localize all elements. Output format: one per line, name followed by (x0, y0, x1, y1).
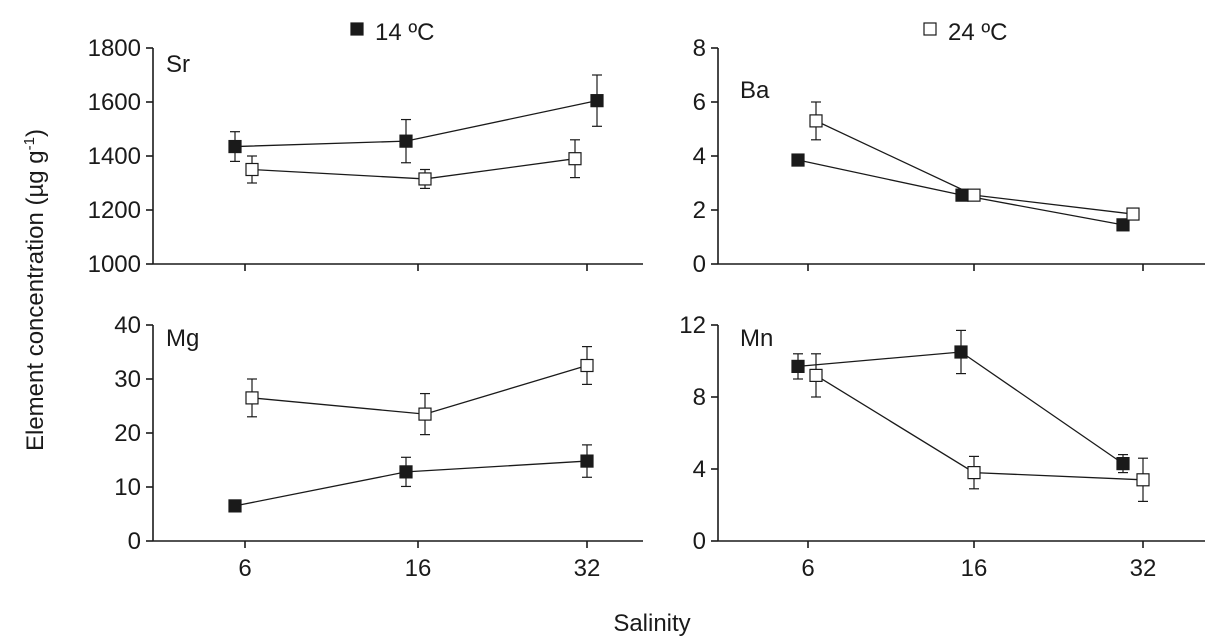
mg-x-tick-label: 16 (405, 555, 432, 582)
sr-point-14c (228, 139, 242, 154)
ba-point-24c (809, 114, 823, 128)
sr-point-24c (568, 152, 582, 166)
mg-y-tick-label: 0 (128, 528, 141, 555)
mn-y-tick-label: 12 (679, 312, 706, 339)
mg-point-14c (228, 499, 242, 513)
ba-point-24c (967, 188, 981, 202)
sr-series-line-14c (234, 100, 598, 148)
sr-y-tick-label: 1600 (88, 89, 141, 116)
mn-y-tick-label: 0 (693, 528, 706, 555)
ba-y-tick-label: 8 (693, 35, 706, 62)
mn-x-tick-label: 16 (961, 555, 988, 582)
mn-x-tick-label: 32 (1130, 555, 1157, 582)
legend-marker-24c (923, 22, 937, 36)
panel-mn: 0 4 8 12 6 16 32 Mn (679, 312, 1205, 582)
y-axis-title-sup: -1 (21, 137, 38, 150)
ba-y-tick-label: 4 (693, 143, 706, 170)
legend-label-14c: 14 ºC (375, 19, 434, 46)
legend-marker-14c (350, 22, 364, 36)
mg-point-14c (399, 465, 413, 479)
ba-point-24c (1126, 207, 1140, 221)
mg-y-tick-label: 40 (114, 312, 141, 339)
y-axis-title-close: ) (22, 129, 49, 137)
mn-series-line-24c (815, 374, 1144, 481)
mn-panel-label: Mn (740, 325, 773, 352)
mg-point-24c (580, 358, 594, 373)
panel-sr: 1000 1200 1400 1600 1800 Sr (88, 35, 643, 278)
legend: 14 ºC 24 ºC (350, 19, 1007, 46)
sr-point-24c (245, 162, 259, 177)
mn-x-tick-label: 6 (801, 555, 814, 582)
panel-ba: 0 2 4 6 8 Ba (693, 35, 1205, 278)
mg-x-tick-label: 6 (238, 555, 251, 582)
mn-point-24c (809, 368, 823, 382)
sr-y-tick-label: 1400 (88, 143, 141, 170)
ba-y-tick-label: 0 (693, 251, 706, 278)
mn-y-tick-label: 4 (693, 456, 706, 483)
mg-series-line-24c (251, 364, 588, 415)
ba-point-14c (1116, 218, 1130, 232)
mn-point-14c (954, 345, 968, 359)
mn-point-14c (1116, 457, 1130, 471)
panel-mg: 0 10 20 30 40 6 16 32 Mg (114, 312, 643, 582)
sr-point-24c (418, 172, 432, 186)
ba-y-tick-label: 6 (693, 89, 706, 116)
sr-point-14c (399, 134, 413, 148)
mg-point-24c (245, 391, 259, 405)
x-axis-title: Salinity (613, 610, 690, 637)
mn-point-24c (1136, 473, 1150, 487)
ba-panel-label: Ba (740, 77, 770, 104)
sr-y-tick-label: 1800 (88, 35, 141, 62)
mn-y-tick-label: 8 (693, 384, 706, 411)
sr-y-tick-label: 1200 (88, 197, 141, 224)
y-axis-title: Element concentration (µg g-1) (21, 129, 49, 451)
legend-label-24c: 24 ºC (948, 19, 1007, 46)
sr-panel-label: Sr (166, 51, 190, 78)
ba-point-14c (791, 153, 805, 167)
mg-point-14c (580, 454, 594, 468)
mg-y-tick-label: 30 (114, 366, 141, 393)
mn-point-24c (967, 466, 981, 480)
mn-point-14c (791, 359, 805, 373)
sr-y-tick-label: 1000 (88, 251, 141, 278)
mg-point-24c (418, 407, 432, 421)
ba-y-tick-label: 2 (693, 197, 706, 224)
sr-series-line-24c (251, 158, 576, 180)
sr-point-14c (590, 94, 604, 108)
mg-panel-label: Mg (166, 325, 199, 352)
mg-x-tick-label: 32 (574, 555, 601, 582)
mg-y-tick-label: 20 (114, 420, 141, 447)
mg-y-tick-label: 10 (114, 474, 141, 501)
y-axis-title-main: Element concentration (µg g (22, 150, 49, 451)
